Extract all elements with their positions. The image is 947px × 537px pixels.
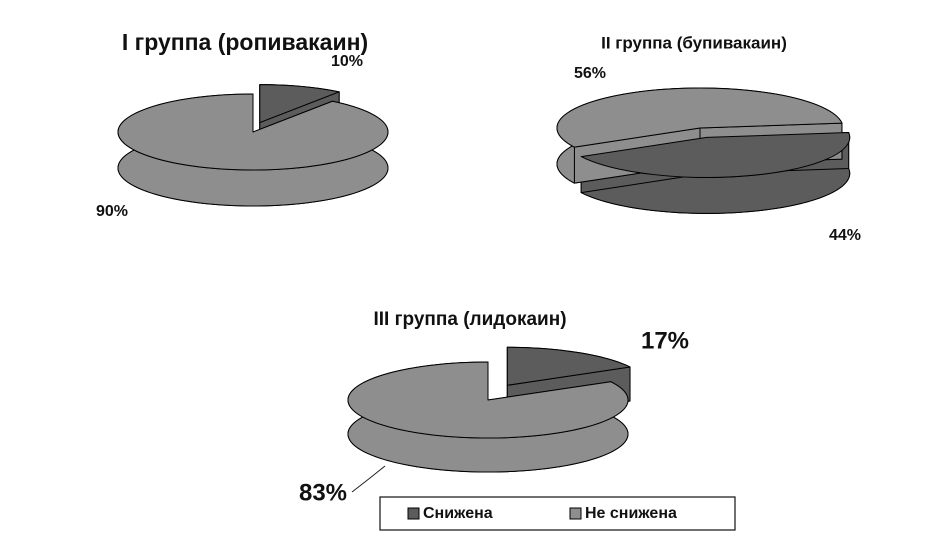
pie-slice-top: [259, 84, 340, 124]
legend-swatch: [569, 507, 582, 520]
legend-box: [379, 496, 736, 531]
data-label: 17%: [641, 327, 689, 354]
pie-slice-top: [117, 93, 389, 171]
pie-slice-top: [506, 346, 631, 386]
data-label: 56%: [574, 65, 606, 82]
data-label: 10%: [331, 53, 363, 70]
chart-title: II группа (бупивакаин): [601, 33, 787, 52]
pie-slice-top: [347, 361, 629, 439]
chart-title: III группа (лидокаин): [373, 309, 566, 330]
pie-slice-top: [556, 87, 843, 148]
legend-label: Снижена: [423, 505, 493, 522]
pie-slice-top: [580, 132, 851, 178]
data-label: 90%: [96, 203, 128, 220]
data-label: 44%: [829, 227, 861, 244]
legend-swatch: [407, 507, 420, 520]
data-label: 83%: [299, 479, 347, 506]
chart-title: I группа (ропивакаин): [122, 29, 368, 55]
legend-label: Не снижена: [585, 505, 677, 522]
leader-line: [351, 465, 386, 493]
